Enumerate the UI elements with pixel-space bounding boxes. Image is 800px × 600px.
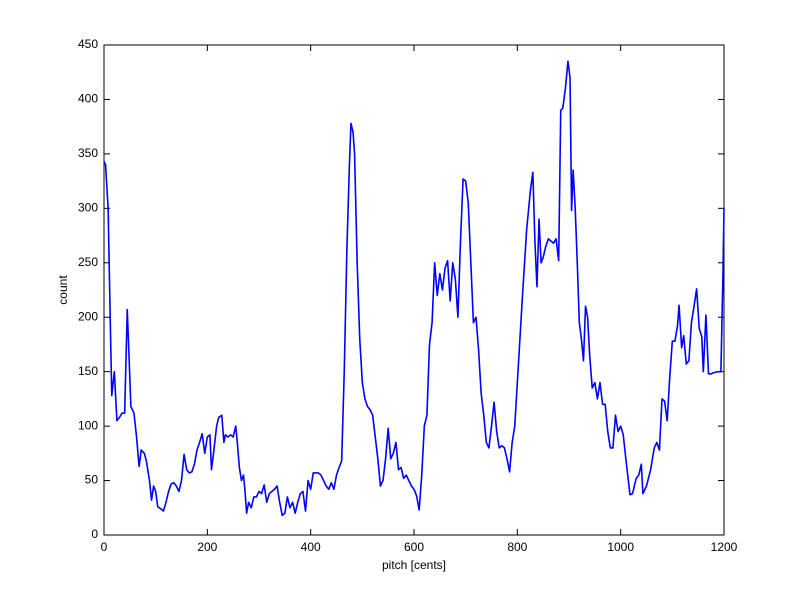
plot-box <box>103 44 725 536</box>
x-tick-label: 200 <box>197 540 217 554</box>
x-axis-label: pitch [cents] <box>382 558 446 572</box>
x-tick-label: 1000 <box>607 540 634 554</box>
x-tick-label: 1200 <box>711 540 738 554</box>
y-tick-label: 250 <box>78 255 98 269</box>
y-tick-label: 450 <box>78 37 98 51</box>
y-tick-label: 150 <box>78 364 98 378</box>
y-tick-label: 300 <box>78 201 98 215</box>
y-tick-label: 400 <box>78 92 98 106</box>
y-tick-label: 0 <box>91 527 98 541</box>
data-line <box>103 60 725 517</box>
y-tick-label: 100 <box>78 418 98 432</box>
x-tick-label: 0 <box>101 540 108 554</box>
y-tick-label: 350 <box>78 146 98 160</box>
x-tick-label: 400 <box>301 540 321 554</box>
x-tick-label: 800 <box>507 540 527 554</box>
y-tick-label: 200 <box>78 309 98 323</box>
y-axis-label: count <box>56 275 70 305</box>
x-tick-label: 600 <box>404 540 424 554</box>
y-tick-label: 50 <box>85 473 99 487</box>
